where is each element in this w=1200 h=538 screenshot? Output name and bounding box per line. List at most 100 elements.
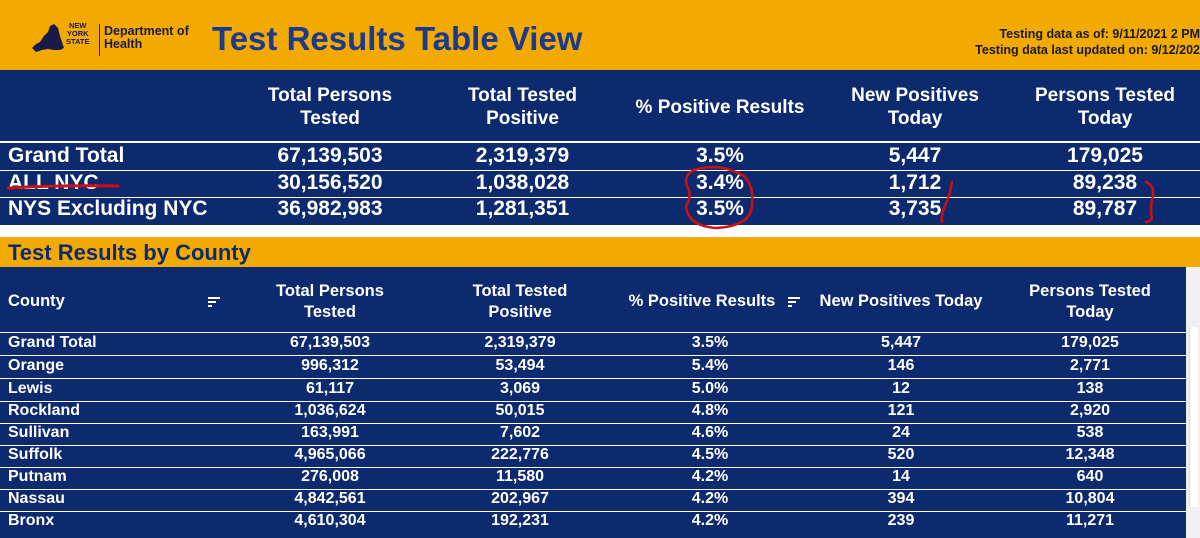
county-header-total-persons[interactable]: Total Persons Tested	[276, 282, 384, 321]
summary-header-total-positive[interactable]: Total Tested Positive	[467, 85, 578, 129]
table-row[interactable]: Sullivan 163,991 7,602 4.6% 24 538	[0, 423, 1186, 446]
sort-icon[interactable]	[208, 297, 220, 307]
cell-tested-today: 2,771	[1069, 357, 1111, 374]
cell-total-persons: 4,842,561	[294, 490, 366, 507]
county-name: Grand Total	[8, 334, 97, 351]
county-name: Suffolk	[8, 446, 63, 463]
cell-total-positive: 3,069	[499, 380, 541, 397]
summary-header-pct-positive[interactable]: % Positive Results	[635, 97, 805, 118]
county-header-tested-today[interactable]: Persons Tested Today	[1029, 282, 1151, 321]
scrollbar-thumb[interactable]	[1189, 327, 1198, 507]
cell-pct-positive: 4.5%	[691, 446, 729, 463]
cell-new-positives: 239	[887, 512, 915, 529]
cell-total-positive: 192,231	[491, 512, 549, 529]
table-row[interactable]: Bronx 4,610,304 192,231 4.2% 239 11,271	[0, 511, 1186, 533]
cell-total-positive: 202,967	[491, 490, 549, 507]
cell-pct-positive: 5.0%	[691, 380, 729, 397]
county-table: County Total Persons Tested Total Tested…	[0, 267, 1186, 538]
data-timestamp: Testing data as of: 9/11/2021 2 PM Testi…	[975, 26, 1200, 58]
table-row[interactable]: Suffolk 4,965,066 222,776 4.5% 520 12,34…	[0, 445, 1186, 468]
cell-pct-positive: 3.5%	[696, 144, 744, 167]
row-label: Grand Total	[8, 144, 125, 167]
cell-tested-today: 179,025	[1061, 334, 1119, 351]
cell-total-positive: 50,015	[495, 402, 545, 419]
cell-tested-today: 640	[1076, 468, 1104, 485]
county-section-title: Test Results by County	[8, 240, 251, 265]
row-separator	[0, 197, 1200, 198]
header-bar: NEW YORK STATE Department of Health Test…	[0, 0, 1200, 70]
table-row[interactable]: Lewis 61,117 3,069 5.0% 12 138	[0, 379, 1186, 402]
cell-new-positives: 24	[892, 424, 910, 441]
county-header-new-positives[interactable]: New Positives Today	[819, 292, 983, 310]
county-name: Lewis	[8, 380, 53, 397]
cell-new-positives: 5,447	[888, 144, 942, 167]
section-gap	[0, 225, 1200, 237]
summary-header-tested-today[interactable]: Persons Tested Today	[1034, 85, 1176, 129]
county-name: Putnam	[8, 468, 67, 485]
cell-total-positive: 53,494	[495, 357, 545, 374]
cell-tested-today: 11,271	[1065, 512, 1115, 529]
cell-pct-positive: 4.8%	[691, 402, 729, 419]
cell-total-positive: 2,319,379	[484, 334, 556, 351]
cell-new-positives: 121	[887, 402, 915, 419]
cell-new-positives: 146	[887, 357, 915, 374]
row-label: NYS Excluding NYC	[8, 197, 208, 220]
summary-header-total-persons[interactable]: Total Persons Tested	[267, 85, 393, 129]
cell-tested-today: 10,804	[1065, 490, 1115, 507]
summary-header-new-positives[interactable]: New Positives Today	[851, 85, 979, 129]
summary-row-grand-total[interactable]: Grand Total 67,139,503 2,319,379 3.5% 5,…	[0, 144, 1200, 170]
cell-new-positives: 5,447	[880, 334, 922, 351]
county-header-pct-positive[interactable]: % Positive Results	[628, 292, 776, 310]
county-name: Nassau	[8, 490, 65, 507]
cell-total-positive: 7,602	[499, 424, 541, 441]
cell-pct-positive: 4.2%	[691, 490, 729, 507]
cell-pct-positive: 5.4%	[691, 357, 729, 374]
cell-total-positive: 1,038,028	[475, 171, 570, 194]
summary-header-divider	[0, 141, 1200, 143]
summary-table: Total Persons Tested Total Tested Positi…	[0, 70, 1200, 225]
as-of-text: Testing data as of: 9/11/2021 2 PM	[999, 27, 1200, 41]
county-header-total-positive[interactable]: Total Tested Positive	[472, 282, 568, 321]
cell-total-positive: 11,580	[495, 468, 545, 485]
cell-total-positive: 2,319,379	[475, 144, 570, 167]
cell-tested-today: 138	[1076, 380, 1104, 397]
cell-new-positives: 12	[892, 380, 910, 397]
cell-tested-today: 538	[1076, 424, 1104, 441]
cell-total-persons: 4,610,304	[294, 512, 366, 529]
table-row[interactable]: Orange 996,312 53,494 5.4% 146 2,771	[0, 356, 1186, 379]
county-name: Sullivan	[8, 424, 70, 441]
nys-doh-logo: NEW YORK STATE Department of Health	[30, 20, 200, 60]
new-york-state-icon	[32, 24, 64, 52]
county-table-scrollbar[interactable]	[1186, 267, 1200, 538]
summary-row-all-nyc[interactable]: ALL NYC 30,156,520 1,038,028 3.4% 1,712 …	[0, 171, 1200, 197]
cell-total-positive: 222,776	[491, 446, 549, 463]
table-row[interactable]: Nassau 4,842,561 202,967 4.2% 394 10,804	[0, 489, 1186, 512]
cell-new-positives: 3,735	[888, 197, 942, 220]
county-name: Rockland	[8, 402, 81, 419]
page-title: Test Results Table View	[212, 20, 583, 57]
cell-total-persons: 36,982,983	[277, 197, 383, 220]
county-header-county[interactable]: County	[8, 292, 65, 310]
cell-total-persons: 30,156,520	[277, 171, 383, 194]
cell-new-positives: 14	[892, 468, 910, 485]
cell-total-persons: 61,117	[305, 380, 355, 397]
county-name: Orange	[8, 357, 65, 374]
cell-pct-positive: 3.5%	[691, 334, 729, 351]
summary-row-nys-excl-nyc[interactable]: NYS Excluding NYC 36,982,983 1,281,351 3…	[0, 197, 1200, 223]
county-header-divider	[0, 332, 1186, 333]
cell-total-persons: 996,312	[301, 357, 359, 374]
cell-new-positives: 520	[887, 446, 915, 463]
row-separator	[0, 170, 1200, 171]
last-updated-text: Testing data last updated on: 9/12/202	[975, 43, 1200, 57]
cell-total-persons: 67,139,503	[289, 334, 371, 351]
cell-tested-today: 89,238	[1072, 171, 1138, 194]
county-section-header: Test Results by County	[0, 237, 1200, 267]
cell-pct-positive: 4.2%	[691, 468, 729, 485]
table-row[interactable]: Putnam 276,008 11,580 4.2% 14 640	[0, 467, 1186, 490]
logo-department-text: Department of Health	[104, 24, 189, 51]
county-name: Bronx	[8, 512, 55, 529]
sort-icon[interactable]	[788, 297, 800, 307]
table-row[interactable]: Grand Total 67,139,503 2,319,379 3.5% 5,…	[0, 333, 1186, 356]
cell-total-persons: 163,991	[301, 424, 359, 441]
table-row[interactable]: Rockland 1,036,624 50,015 4.8% 121 2,920	[0, 401, 1186, 424]
